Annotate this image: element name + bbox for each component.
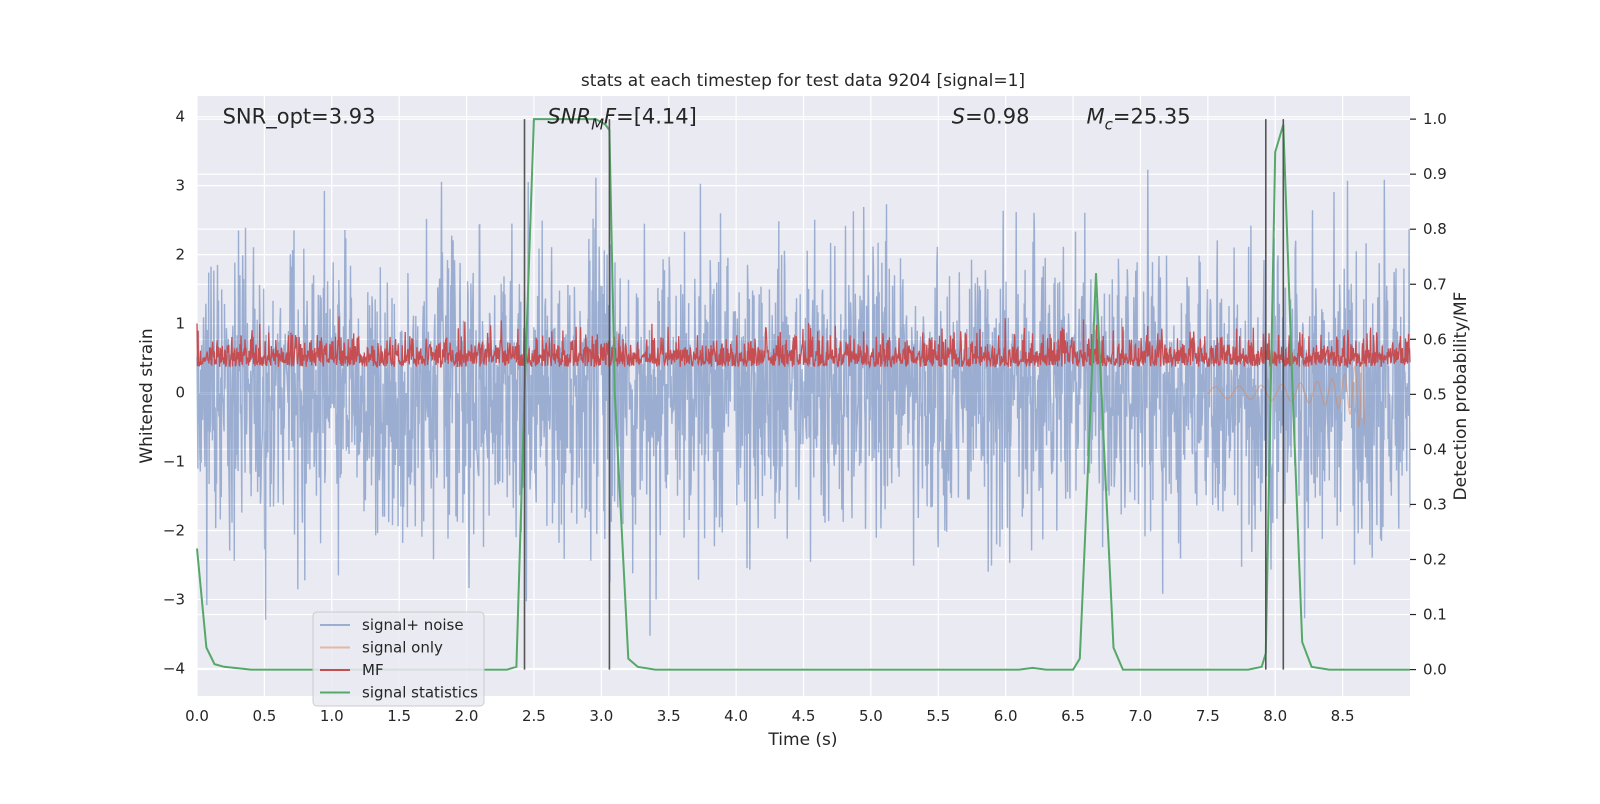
x-tick-label: 0.5 [252, 707, 276, 725]
x-tick-label: 3.5 [657, 707, 681, 725]
ticks-layer: 0.0 0.5 1.0 1.5 2.0 2.5 3.0 3.5 4.0 4.5 5.0 5.5 6.0 6… [163, 108, 1447, 725]
y-tick-label: 2 [175, 246, 185, 264]
x-tick-label: 2.5 [522, 707, 546, 725]
signal-only-line [1207, 344, 1365, 429]
y2-axis-label: Detection probability/MF [1451, 292, 1471, 501]
x-tick-label: 1.5 [387, 707, 411, 725]
annotation-chirp-mass: Mc=25.35 [1087, 105, 1191, 134]
legend-label: MF [362, 661, 384, 679]
annotation-snr-opt: SNR_opt=3.93 [223, 105, 376, 130]
annotation-snr-mf: SNRMF=[4.14] [547, 105, 696, 134]
legend: signal+ noise signal only MF signal statist… [312, 611, 485, 707]
legend-label: signal+ noise [362, 616, 464, 634]
y2-tick-label: 0.0 [1423, 661, 1447, 679]
marker-layer [523, 119, 1285, 670]
legend-label: signal statistics [362, 684, 478, 702]
legend-label: signal only [362, 639, 443, 657]
y2-tick-label: 0.9 [1423, 165, 1447, 183]
y-axis-label: Whitened strain [137, 328, 157, 463]
y2-tick-label: 0.7 [1423, 275, 1447, 293]
annotation-overlap: S=0.98 [952, 105, 1030, 129]
y-tick-label: −2 [163, 521, 185, 539]
x-tick-label: 6.0 [994, 707, 1018, 725]
y2-tick-label: 0.5 [1423, 385, 1447, 403]
x-tick-label: 1.0 [320, 707, 344, 725]
signal-noise-line [196, 169, 1411, 636]
x-tick-label: 7.5 [1196, 707, 1220, 725]
y2-tick-label: 0.4 [1423, 440, 1447, 458]
x-tick-label: 3.0 [589, 707, 613, 725]
x-tick-label: 8.0 [1263, 707, 1287, 725]
y2-tick-label: 0.2 [1423, 550, 1447, 568]
annotation-layer: SNR_opt=3.93 SNRMF=[4.14] S=0.98 Mc=25.35 [223, 105, 1191, 134]
y-tick-label: 1 [175, 315, 185, 333]
y2-tick-label: 0.8 [1423, 220, 1447, 238]
y-tick-label: 3 [175, 177, 185, 195]
y-tick-label: −4 [163, 659, 185, 677]
y-tick-label: −1 [163, 453, 185, 471]
x-tick-label: 0.0 [185, 707, 209, 725]
y2-tick-label: 0.6 [1423, 330, 1447, 348]
x-tick-label: 8.5 [1331, 707, 1355, 725]
x-tick-label: 2.0 [455, 707, 479, 725]
x-tick-label: 4.5 [792, 707, 816, 725]
mf-line [196, 316, 1411, 370]
y-tick-label: 4 [175, 108, 185, 126]
y2-tick-label: 0.3 [1423, 495, 1447, 513]
x-tick-label: 5.5 [926, 707, 950, 725]
chart-title: stats at each timestep for test data 920… [581, 71, 1025, 91]
x-tick-label: 6.5 [1061, 707, 1085, 725]
y-tick-label: 0 [175, 384, 185, 402]
x-axis-label: Time (s) [767, 730, 837, 750]
x-tick-label: 4.0 [724, 707, 748, 725]
y2-tick-label: 0.1 [1423, 606, 1447, 624]
legend-box [312, 611, 485, 707]
y-tick-label: −3 [163, 590, 185, 608]
y2-tick-label: 1.0 [1423, 110, 1447, 128]
x-tick-label: 5.0 [859, 707, 883, 725]
x-tick-label: 7.0 [1129, 707, 1153, 725]
